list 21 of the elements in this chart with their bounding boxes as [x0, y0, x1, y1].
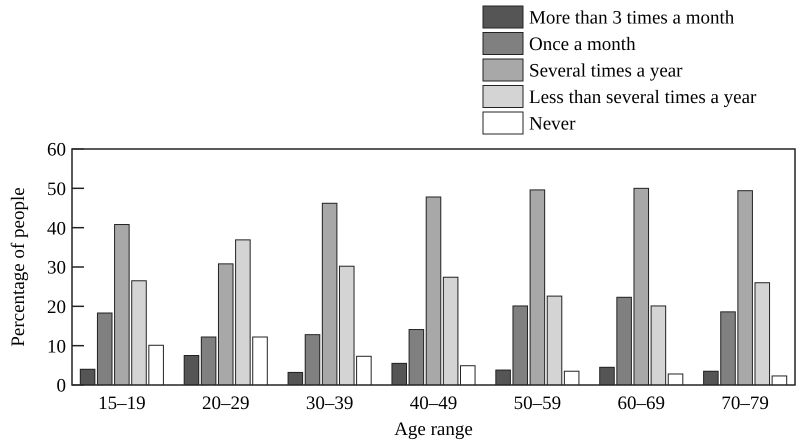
legend-label: More than 3 times a month: [529, 8, 735, 29]
legend-label: Less than several times a year: [529, 87, 758, 108]
y-tick-label: 10: [47, 336, 66, 358]
y-tick-label: 30: [47, 258, 66, 279]
x-tick-label: 60–69: [618, 393, 666, 414]
y-tick-label: 50: [47, 178, 66, 200]
x-tick-label: 20–29: [202, 393, 250, 414]
legend-label: Once a month: [529, 34, 636, 56]
y-tick-label: 20: [47, 296, 66, 318]
y-tick-label: 40: [47, 218, 66, 240]
x-axis-title: Age range: [394, 419, 473, 440]
x-tick-label: 50–59: [514, 393, 562, 414]
y-tick-label: 0: [56, 376, 66, 397]
y-axis-title: Percentage of people: [8, 187, 29, 347]
y-tick-label: 60: [47, 140, 66, 161]
x-tick-label: 30–39: [306, 393, 354, 414]
x-tick-label: 15–19: [98, 393, 146, 414]
x-tick-label: 70–79: [721, 393, 769, 414]
legend-label: Never: [529, 114, 576, 135]
x-tick-label: 40–49: [410, 393, 458, 414]
legend-label: Several times a year: [529, 60, 684, 82]
